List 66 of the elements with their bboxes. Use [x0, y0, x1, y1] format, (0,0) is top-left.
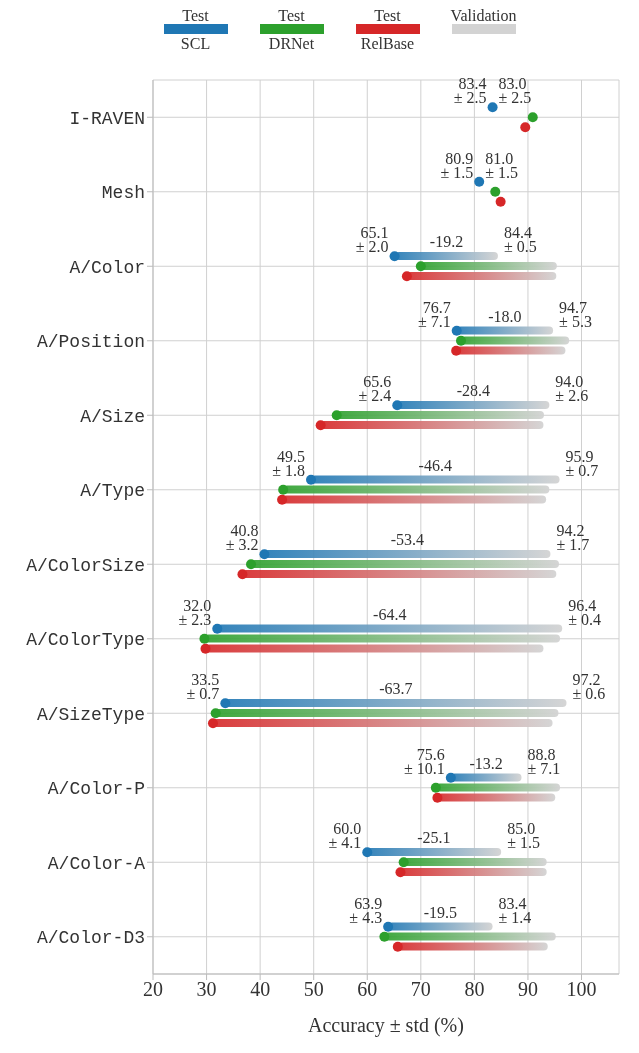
- text: Test: [278, 7, 305, 24]
- data-label: -18.0: [488, 307, 522, 325]
- data-label: -13.2: [469, 754, 503, 772]
- y-tick-label: A/ColorSize: [26, 555, 145, 576]
- text: Test: [374, 7, 401, 24]
- legend-label: SCL: [180, 34, 211, 54]
- x-tick-label: 100: [566, 978, 597, 1001]
- annotation: 96.4 ± 0.4: [568, 596, 601, 628]
- x-tick-label: 40: [250, 978, 271, 1001]
- data-label: -46.4: [418, 456, 452, 474]
- legend-label: DRNet: [268, 34, 315, 54]
- annotation: 94.2 ± 1.7: [556, 522, 590, 554]
- y-tick-label: A/Size: [80, 406, 145, 427]
- annotation: 60.0 ± 4.1: [328, 820, 362, 852]
- annotation: 40.8 ± 3.2: [225, 522, 259, 554]
- annotation: 88.8 ± 7.1: [527, 745, 561, 777]
- annotation: 94.7 ± 5.3: [559, 298, 592, 330]
- annotation: 81.0 ± 1.5: [485, 149, 518, 181]
- x-tick-label: 60: [357, 978, 378, 1001]
- annotation: 83.0 ± 2.5: [498, 75, 532, 107]
- annotation: 84.4 ± 0.5: [503, 224, 537, 256]
- y-tick-label: A/Position: [36, 332, 145, 353]
- x-tick-label: 80: [464, 978, 485, 1001]
- data-label: -64.4: [373, 605, 407, 623]
- annotation: 75.6 ± 10.1: [404, 745, 445, 777]
- data-label: -25.1: [417, 829, 451, 847]
- annotation: 49.5 ± 1.8: [272, 447, 306, 479]
- annotation: 63.9 ± 4.3: [349, 894, 383, 926]
- annotation: 65.6 ± 2.4: [358, 373, 392, 405]
- data-label: -63.7: [379, 680, 413, 698]
- y-tick-label: A/Type: [80, 481, 145, 502]
- annotation: 85.0 ± 1.5: [507, 820, 540, 852]
- annotation: 83.4 ± 2.5: [453, 75, 487, 107]
- y-tick-label: A/Color-D3: [36, 928, 145, 949]
- x-axis-title: Accuracy ± std (%): [308, 1014, 464, 1037]
- x-tick-label: 20: [143, 978, 163, 1001]
- x-tick-label: 70: [410, 978, 431, 1001]
- y-tick-label: A/Color-P: [47, 779, 145, 800]
- x-tick-label: 30: [196, 978, 217, 1001]
- annotation: 33.5 ± 0.7: [186, 671, 220, 703]
- annotation: 80.9 ± 1.5: [440, 149, 474, 181]
- text: Test: [182, 7, 209, 24]
- bar: [251, 560, 560, 568]
- y-tick-label: A/SizeType: [36, 704, 145, 725]
- annotation: 94.0 ± 2.6: [555, 373, 589, 405]
- data-label: -19.5: [423, 903, 458, 921]
- legend-label: RelBase: [360, 34, 415, 54]
- x-tick-label: 90: [517, 978, 538, 1001]
- annotation: 76.7 ± 7.1: [417, 298, 451, 330]
- bar: [395, 252, 498, 260]
- text: Validation: [450, 7, 517, 24]
- y-tick-label: Mesh: [101, 183, 145, 204]
- annotation: 95.9 ± 0.7: [565, 447, 599, 479]
- y-tick-label: A/Color: [69, 257, 145, 278]
- data-label: -19.2: [429, 233, 464, 251]
- y-tick-label: A/ColorType: [26, 630, 145, 651]
- x-tick-label: 50: [303, 978, 324, 1001]
- data-label: -53.4: [390, 531, 425, 549]
- y-tick-label: I-RAVEN: [69, 108, 145, 129]
- annotation: 32.0 ± 2.3: [178, 596, 212, 628]
- y-tick-label: A/Color-A: [47, 853, 146, 874]
- annotation: 65.1 ± 2.0: [355, 224, 389, 256]
- bar: [397, 401, 550, 409]
- annotation: 97.2 ± 0.6: [572, 671, 606, 703]
- data-label: -28.4: [456, 382, 490, 400]
- annotation: 83.4 ± 1.4: [498, 894, 532, 926]
